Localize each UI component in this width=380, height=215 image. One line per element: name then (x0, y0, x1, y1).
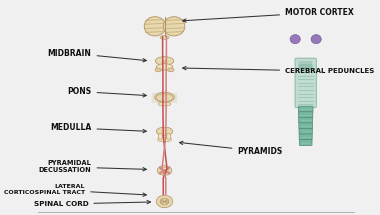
Ellipse shape (156, 127, 173, 136)
FancyBboxPatch shape (299, 134, 312, 140)
Ellipse shape (160, 35, 169, 39)
Text: MOTOR CORTEX: MOTOR CORTEX (183, 8, 354, 22)
Ellipse shape (165, 200, 168, 203)
Ellipse shape (158, 102, 171, 106)
Ellipse shape (158, 133, 163, 139)
Ellipse shape (311, 35, 321, 44)
Ellipse shape (166, 133, 171, 139)
Text: PONS: PONS (67, 87, 146, 97)
Ellipse shape (163, 61, 166, 63)
Ellipse shape (297, 61, 314, 71)
Ellipse shape (156, 64, 173, 70)
Ellipse shape (160, 198, 169, 205)
Text: LATERAL
CORTICOSPINAL TRACT: LATERAL CORTICOSPINAL TRACT (4, 184, 146, 196)
Ellipse shape (158, 137, 171, 142)
Ellipse shape (156, 195, 173, 208)
Ellipse shape (155, 68, 162, 72)
Ellipse shape (160, 167, 169, 174)
Text: PYRAMIDS: PYRAMIDS (179, 141, 283, 156)
Ellipse shape (155, 57, 174, 65)
FancyBboxPatch shape (299, 123, 312, 129)
FancyBboxPatch shape (299, 140, 312, 146)
FancyBboxPatch shape (299, 117, 313, 123)
Text: MIDBRAIN: MIDBRAIN (48, 49, 146, 62)
Ellipse shape (161, 200, 164, 203)
Ellipse shape (155, 92, 174, 102)
Ellipse shape (144, 17, 166, 36)
Text: PYRAMIDAL
DECUSSATION: PYRAMIDAL DECUSSATION (39, 160, 146, 173)
Text: SPINAL CORD: SPINAL CORD (34, 200, 150, 207)
Ellipse shape (290, 35, 300, 44)
Text: CEREBRAL PEDUNCLES: CEREBRAL PEDUNCLES (183, 66, 374, 74)
Ellipse shape (157, 166, 172, 175)
FancyBboxPatch shape (298, 106, 313, 112)
FancyBboxPatch shape (295, 58, 316, 108)
Ellipse shape (163, 17, 185, 36)
Ellipse shape (156, 94, 173, 101)
Text: MEDULLA: MEDULLA (50, 123, 146, 133)
Ellipse shape (168, 68, 174, 72)
FancyBboxPatch shape (299, 128, 312, 134)
FancyBboxPatch shape (299, 112, 313, 118)
